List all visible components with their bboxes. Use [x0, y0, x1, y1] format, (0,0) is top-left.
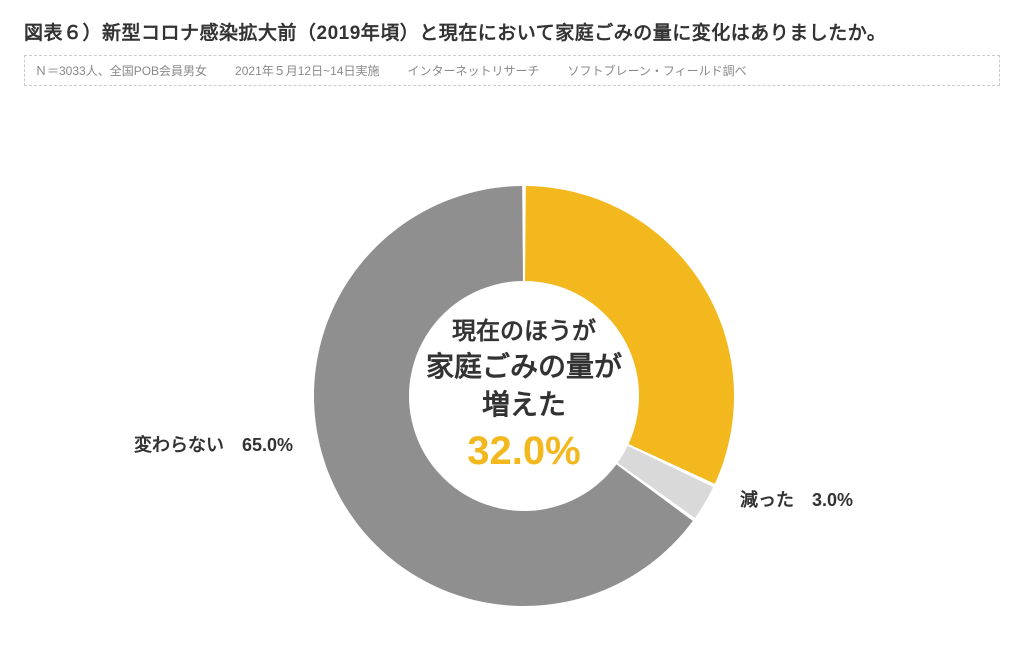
- meta-period: 2021年５月12日~14日実施: [235, 62, 379, 79]
- donut-chart: 現在のほうが 家庭ごみの量が 増えた 32.0% 変わらない 65.0% 減った…: [24, 86, 1000, 626]
- meta-method: インターネットリサーチ: [407, 62, 539, 79]
- survey-meta-box: Ｎ＝3033人、全国POB会員男女 2021年５月12日~14日実施 インターネ…: [24, 55, 1000, 86]
- center-line-1: 現在のほうが: [394, 316, 654, 348]
- page: 図表６）新型コロナ感染拡大前（2019年頃）と現在において家庭ごみの量に変化はあ…: [0, 0, 1024, 650]
- chart-title: 図表６）新型コロナ感染拡大前（2019年頃）と現在において家庭ごみの量に変化はあ…: [24, 18, 1000, 45]
- slice-label-decreased: 減った 3.0%: [740, 486, 853, 512]
- center-percent: 32.0%: [394, 424, 654, 478]
- donut-center-label: 現在のほうが 家庭ごみの量が 増えた 32.0%: [394, 316, 654, 478]
- meta-source: ソフトブレーン・フィールド調べ: [567, 62, 746, 79]
- center-line-3: 増えた: [394, 386, 654, 424]
- slice-label-unchanged: 変わらない 65.0%: [134, 431, 293, 457]
- center-line-2: 家庭ごみの量が: [394, 348, 654, 386]
- meta-sample: Ｎ＝3033人、全国POB会員男女: [35, 62, 207, 79]
